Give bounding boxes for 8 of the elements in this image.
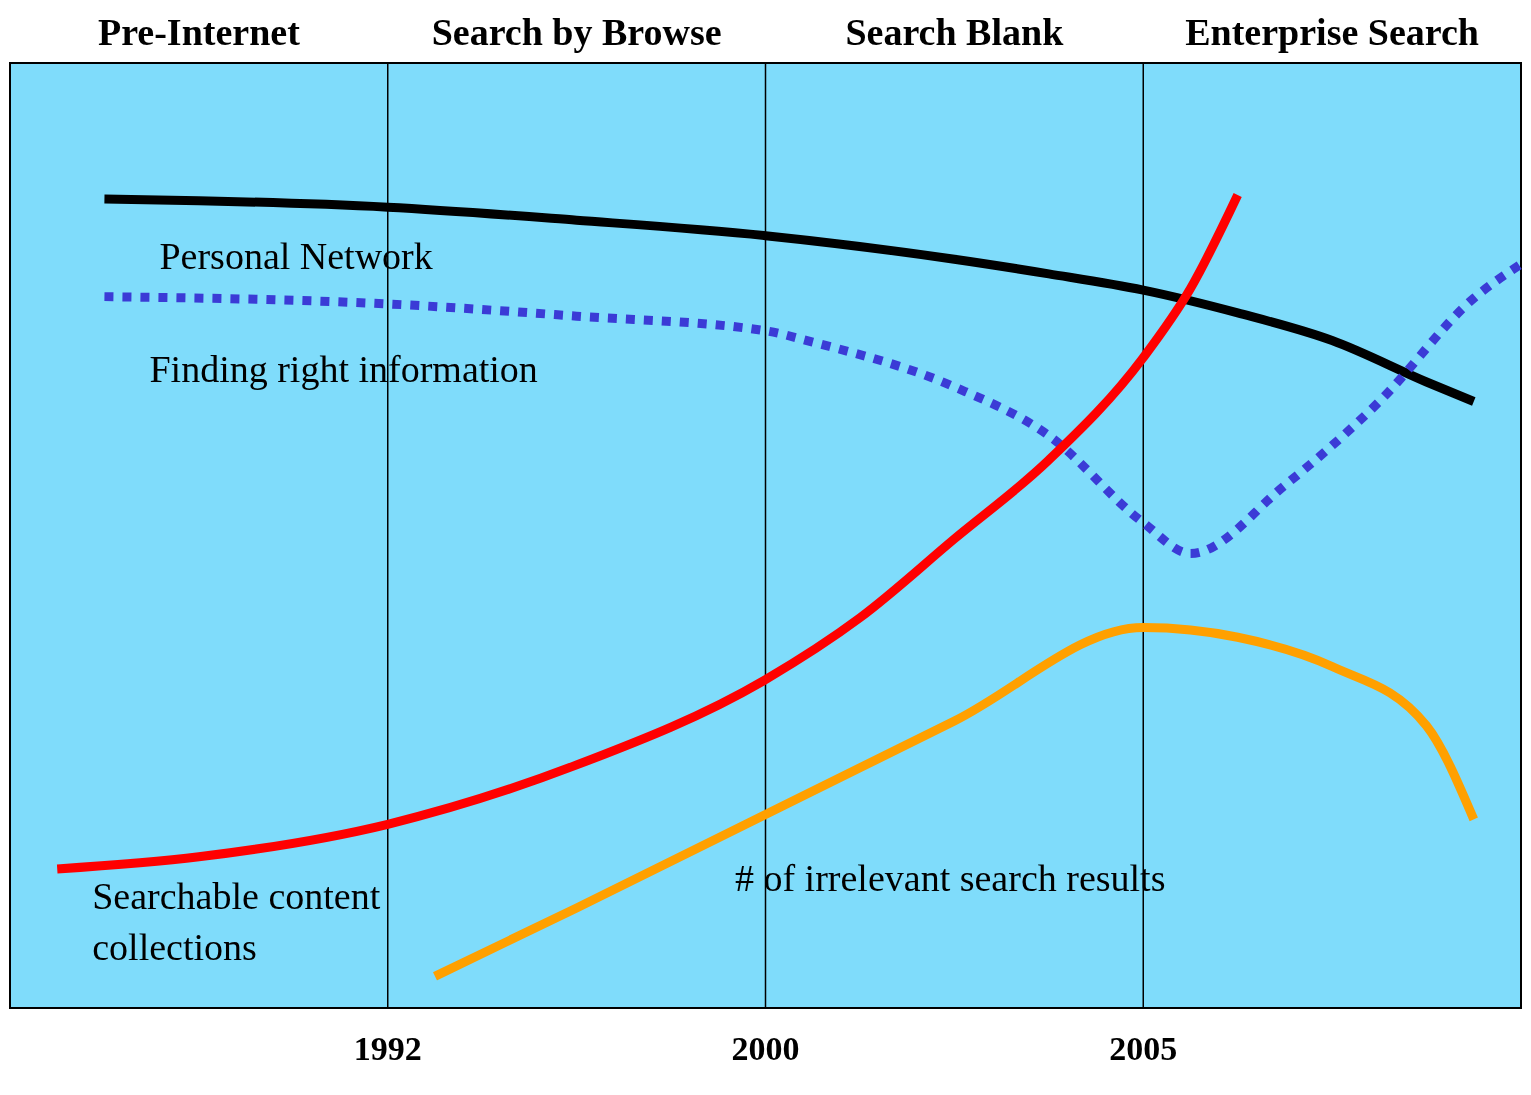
x-tick-label: 1992: [353, 1030, 422, 1067]
text: Search Blank: [845, 11, 1065, 53]
text: Enterprise Search: [1185, 11, 1480, 53]
series-label: Searchable content collections: [92, 874, 381, 968]
text: Search by Browse: [431, 11, 722, 53]
text: Pre-Internet: [97, 11, 301, 53]
x-tick-label: 2005: [1109, 1030, 1178, 1067]
x-tick-label: 2000: [731, 1030, 800, 1067]
